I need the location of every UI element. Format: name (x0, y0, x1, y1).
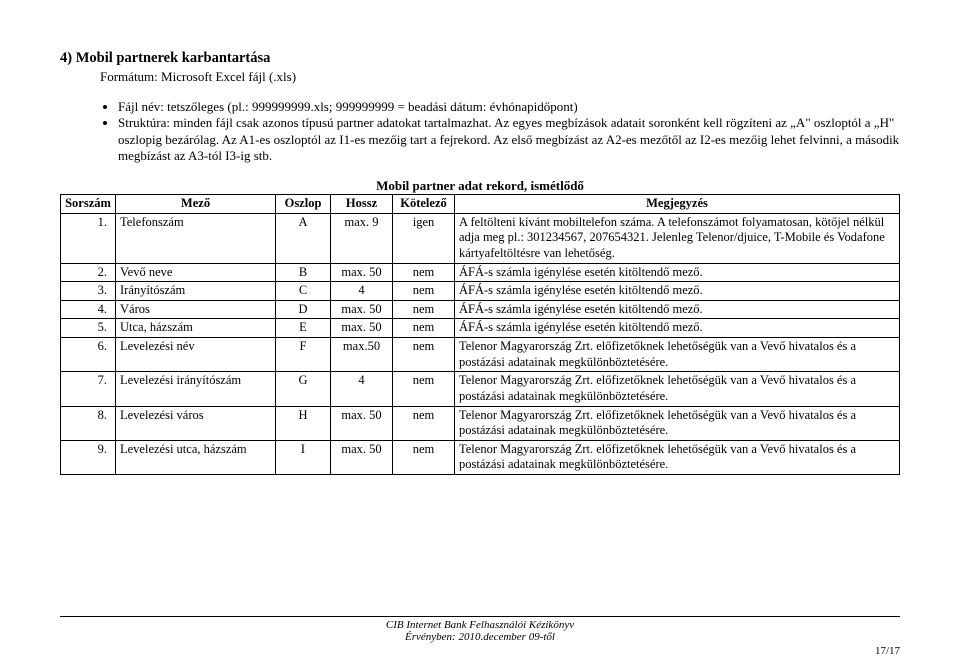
cell-mezo: Város (116, 300, 276, 319)
cell-mezo: Utca, házszám (116, 319, 276, 338)
table-row: 7.Levelezési irányítószámG4nemTelenor Ma… (61, 372, 900, 406)
table-row: 9.Levelezési utca, házszámImax. 50nemTel… (61, 440, 900, 474)
cell-sorszam: 1. (61, 213, 116, 263)
cell-kotelezo: nem (393, 282, 455, 301)
cell-hossz: 4 (331, 282, 393, 301)
cell-hossz: max. 50 (331, 319, 393, 338)
col-header: Sorszám (61, 195, 116, 214)
cell-sorszam: 5. (61, 319, 116, 338)
table-row: 2.Vevő neveBmax. 50nemÁFÁ-s számla igény… (61, 263, 900, 282)
bullet-list: Fájl név: tetszőleges (pl.: 999999999.xl… (100, 99, 900, 164)
data-table: Sorszám Mező Oszlop Hossz Kötelező Megje… (60, 194, 900, 475)
col-header: Kötelező (393, 195, 455, 214)
cell-kotelezo: nem (393, 263, 455, 282)
cell-kotelezo: nem (393, 319, 455, 338)
cell-kotelezo: nem (393, 372, 455, 406)
table-row: 4.VárosDmax. 50nemÁFÁ-s számla igénylése… (61, 300, 900, 319)
table-row: 3.IrányítószámC4nemÁFÁ-s számla igénylés… (61, 282, 900, 301)
cell-megjegyzes: ÁFÁ-s számla igénylése esetén kitöltendő… (455, 282, 900, 301)
table-title: Mobil partner adat rekord, ismétlődő (60, 178, 900, 194)
cell-hossz: max. 50 (331, 263, 393, 282)
cell-megjegyzes: A feltölteni kívánt mobiltelefon száma. … (455, 213, 900, 263)
cell-mezo: Levelezési utca, házszám (116, 440, 276, 474)
page-footer: CIB Internet Bank Felhasználói Kézikönyv… (60, 616, 900, 643)
cell-hossz: 4 (331, 372, 393, 406)
cell-sorszam: 4. (61, 300, 116, 319)
cell-mezo: Irányítószám (116, 282, 276, 301)
footer-date: Érvényben: 2010.december 09-től (60, 631, 900, 643)
cell-mezo: Vevő neve (116, 263, 276, 282)
cell-sorszam: 7. (61, 372, 116, 406)
page-number: 17/17 (875, 645, 900, 657)
table-header-row: Sorszám Mező Oszlop Hossz Kötelező Megje… (61, 195, 900, 214)
cell-mezo: Telefonszám (116, 213, 276, 263)
footer-title: CIB Internet Bank Felhasználói Kézikönyv (60, 619, 900, 631)
cell-megjegyzes: Telenor Magyarország Zrt. előfizetőknek … (455, 440, 900, 474)
col-header: Mező (116, 195, 276, 214)
cell-kotelezo: nem (393, 406, 455, 440)
cell-sorszam: 6. (61, 338, 116, 372)
cell-megjegyzes: Telenor Magyarország Zrt. előfizetőknek … (455, 372, 900, 406)
cell-kotelezo: nem (393, 440, 455, 474)
cell-oszlop: E (276, 319, 331, 338)
cell-mezo: Levelezési város (116, 406, 276, 440)
cell-hossz: max. 50 (331, 406, 393, 440)
cell-kotelezo: nem (393, 300, 455, 319)
cell-sorszam: 2. (61, 263, 116, 282)
col-header: Hossz (331, 195, 393, 214)
col-header: Oszlop (276, 195, 331, 214)
cell-kotelezo: nem (393, 338, 455, 372)
table-row: 8.Levelezési városHmax. 50nemTelenor Mag… (61, 406, 900, 440)
cell-sorszam: 3. (61, 282, 116, 301)
col-header: Megjegyzés (455, 195, 900, 214)
cell-oszlop: D (276, 300, 331, 319)
cell-megjegyzes: ÁFÁ-s számla igénylése esetén kitöltendő… (455, 319, 900, 338)
cell-oszlop: F (276, 338, 331, 372)
cell-hossz: max. 50 (331, 440, 393, 474)
section-heading: 4) Mobil partnerek karbantartása (60, 50, 900, 67)
cell-megjegyzes: ÁFÁ-s számla igénylése esetén kitöltendő… (455, 300, 900, 319)
cell-hossz: max. 50 (331, 300, 393, 319)
cell-oszlop: A (276, 213, 331, 263)
cell-sorszam: 9. (61, 440, 116, 474)
cell-megjegyzes: Telenor Magyarország Zrt. előfizetőknek … (455, 338, 900, 372)
format-line: Formátum: Microsoft Excel fájl (.xls) (100, 69, 900, 85)
cell-megjegyzes: ÁFÁ-s számla igénylése esetén kitöltendő… (455, 263, 900, 282)
cell-hossz: max.50 (331, 338, 393, 372)
cell-hossz: max. 9 (331, 213, 393, 263)
cell-mezo: Levelezési irányítószám (116, 372, 276, 406)
cell-kotelezo: igen (393, 213, 455, 263)
cell-megjegyzes: Telenor Magyarország Zrt. előfizetőknek … (455, 406, 900, 440)
table-row: 6.Levelezési névFmax.50nemTelenor Magyar… (61, 338, 900, 372)
cell-oszlop: B (276, 263, 331, 282)
list-item: Struktúra: minden fájl csak azonos típus… (118, 115, 900, 164)
table-row: 5.Utca, házszámEmax. 50nemÁFÁ-s számla i… (61, 319, 900, 338)
cell-mezo: Levelezési név (116, 338, 276, 372)
cell-sorszam: 8. (61, 406, 116, 440)
cell-oszlop: C (276, 282, 331, 301)
cell-oszlop: H (276, 406, 331, 440)
cell-oszlop: I (276, 440, 331, 474)
cell-oszlop: G (276, 372, 331, 406)
list-item: Fájl név: tetszőleges (pl.: 999999999.xl… (118, 99, 900, 115)
table-row: 1.TelefonszámAmax. 9igenA feltölteni kív… (61, 213, 900, 263)
